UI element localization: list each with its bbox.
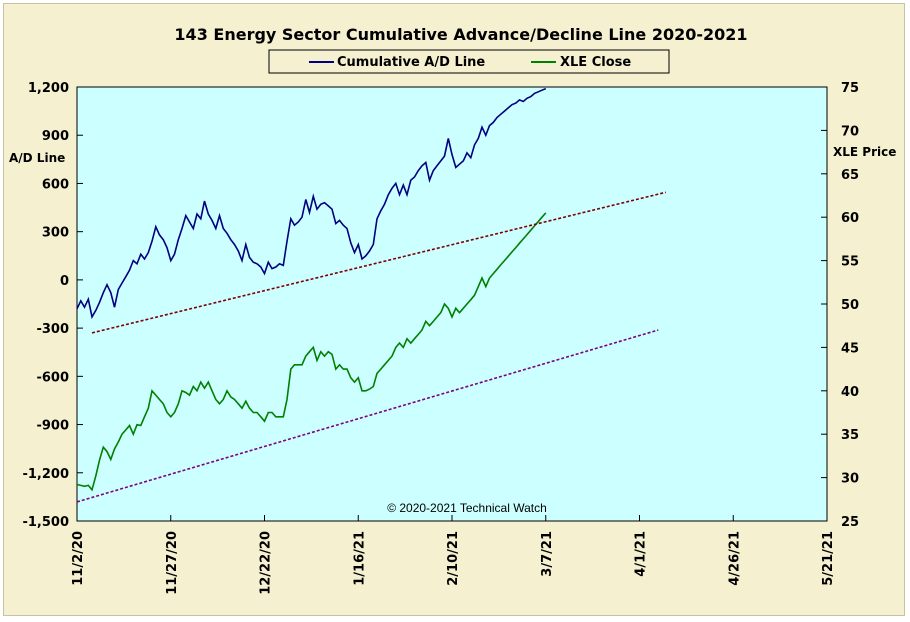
right-tick-label: 35 [841,428,859,443]
left-axis-label: A/D Line [9,151,65,165]
series-layer [76,87,666,503]
chart-svg: 143 Energy Sector Cumulative Advance/Dec… [9,25,896,595]
right-tick-label: 55 [841,255,859,270]
left-tick-label: -900 [36,419,69,434]
x-tick-label: 3/7/21 [540,531,555,577]
left-tick-label: -300 [36,322,69,337]
right-tick-label: 50 [841,298,859,313]
copyright-note: © 2020-2021 Technical Watch [387,501,547,515]
x-axis: 11/2/20 11/27/20 12/22/20 1/16/21 2/10/21 3/7… [71,515,836,595]
right-tick-label: 25 [841,515,859,530]
right-tick-label: 75 [841,81,859,96]
left-tick-label: -600 [36,370,69,385]
right-tick-label: 60 [841,211,859,226]
x-tick-label: 11/27/20 [165,531,180,595]
legend-label-xle: XLE Close [560,55,631,70]
chart-title: 143 Energy Sector Cumulative Advance/Dec… [174,25,747,44]
plot-area [76,86,828,522]
legend: Cumulative A/D Line XLE Close [268,49,670,74]
x-tick-label: 12/22/20 [259,531,274,595]
trendline-2 [91,191,666,334]
series-xle-close [76,212,547,492]
right-tick-label: 70 [841,124,859,139]
x-tick-label: 5/21/21 [821,531,836,586]
chart-frame: 143 Energy Sector Cumulative Advance/Dec… [3,3,905,616]
right-tick-label: 30 [841,472,859,487]
x-tick-label: 2/10/21 [446,531,461,586]
right-tick-label: 65 [841,168,859,183]
x-tick-label: 4/26/21 [727,531,742,586]
trendline-3 [76,329,659,503]
left-tick-label: -1,500 [22,515,69,530]
right-tick-label: 40 [841,385,859,400]
left-tick-label: 0 [60,274,69,289]
legend-label-ad: Cumulative A/D Line [337,55,485,70]
legend-box [268,49,670,74]
x-tick-label: 4/1/21 [634,531,649,577]
x-tick-label: 11/2/20 [71,531,86,586]
left-axis: 1,200 900 600 300 0 -300 -600 -900 -1,200 -1,500 [22,81,83,530]
left-tick-label: 900 [42,129,69,144]
right-axis-label: XLE Price [833,145,896,159]
x-tick-label: 1/16/21 [352,531,367,586]
left-tick-label: -1,200 [22,467,69,482]
series-ad-line [76,87,547,320]
left-tick-label: 300 [42,226,69,241]
left-tick-label: 600 [42,177,69,192]
left-tick-label: 1,200 [28,81,69,96]
right-axis: 75 70 65 60 55 50 45 40 35 30 25 [821,81,859,530]
right-tick-label: 45 [841,341,859,356]
